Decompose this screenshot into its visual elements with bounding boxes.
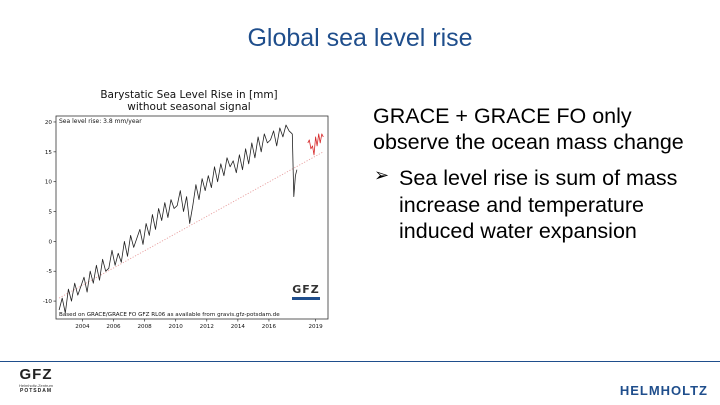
watermark-text: GFZ [292, 283, 320, 296]
chart-annotation: Sea level rise: 3.8 mm/year [59, 118, 142, 125]
bullet-sub: ➢ Sea level rise is sum of mass increase… [373, 165, 703, 244]
footer-divider [0, 361, 720, 362]
x-tick-label: 2006 [106, 324, 121, 330]
series-line-2 [291, 133, 298, 197]
y-tick-label: 0 [48, 239, 52, 245]
bullet-sub-text: Sea level rise is sum of mass increase a… [399, 166, 678, 243]
chart-subtitle: without seasonal signal [127, 101, 250, 113]
series-lines [58, 124, 324, 314]
bullet-main: GRACE + GRACE FO only observe the ocean … [373, 104, 684, 155]
arrow-bullet-icon: ➢ [374, 165, 390, 186]
x-tick-label: 2014 [231, 324, 246, 330]
gfz-logo-city: POTSDAM [20, 388, 52, 394]
bullet-list: GRACE + GRACE FO only observe the ocean … [373, 103, 703, 244]
series-line-1 [58, 124, 293, 314]
sea-level-chart: Barystatic Sea Level Rise in [mm] withou… [34, 84, 334, 332]
gfz-watermark: GFZ [292, 283, 320, 300]
gfz-logo: GFZ Helmholtz-Zentrum POTSDAM [12, 366, 60, 394]
y-tick-label: -5 [46, 269, 52, 275]
chart-svg: Barystatic Sea Level Rise in [mm] withou… [43, 89, 329, 330]
axis-ticks: -10 -5 0 5 10 15 20 2004 2006 2008 2010 2012 2014 201… [43, 120, 323, 330]
x-tick-label: 2019 [308, 324, 323, 330]
x-tick-label: 2016 [262, 324, 277, 330]
y-tick-label: 20 [45, 120, 53, 126]
y-tick-label: 5 [48, 210, 52, 216]
x-tick-label: 2010 [169, 324, 184, 330]
x-tick-label: 2004 [75, 324, 90, 330]
plot-frame [55, 115, 329, 320]
y-tick-label: -10 [43, 299, 53, 305]
y-tick-label: 10 [45, 180, 53, 186]
chart-title: Barystatic Sea Level Rise in [mm] [100, 89, 277, 101]
gfz-logo-text: GFZ [19, 366, 53, 383]
chart-footnote: Based on GRACE/GRACE FO GFZ RL06 as avai… [59, 312, 280, 318]
series-line-3 [307, 133, 324, 156]
x-tick-label: 2012 [200, 324, 214, 330]
x-tick-label: 2008 [137, 324, 152, 330]
gfz-logo-subtitle: Helmholtz-Zentrum [18, 383, 53, 388]
y-tick-label: 15 [45, 150, 53, 156]
helmholtz-logo: HELMHOLTZ [619, 383, 708, 398]
slide-title: Global sea level rise [247, 24, 473, 52]
watermark-bar [292, 297, 320, 300]
